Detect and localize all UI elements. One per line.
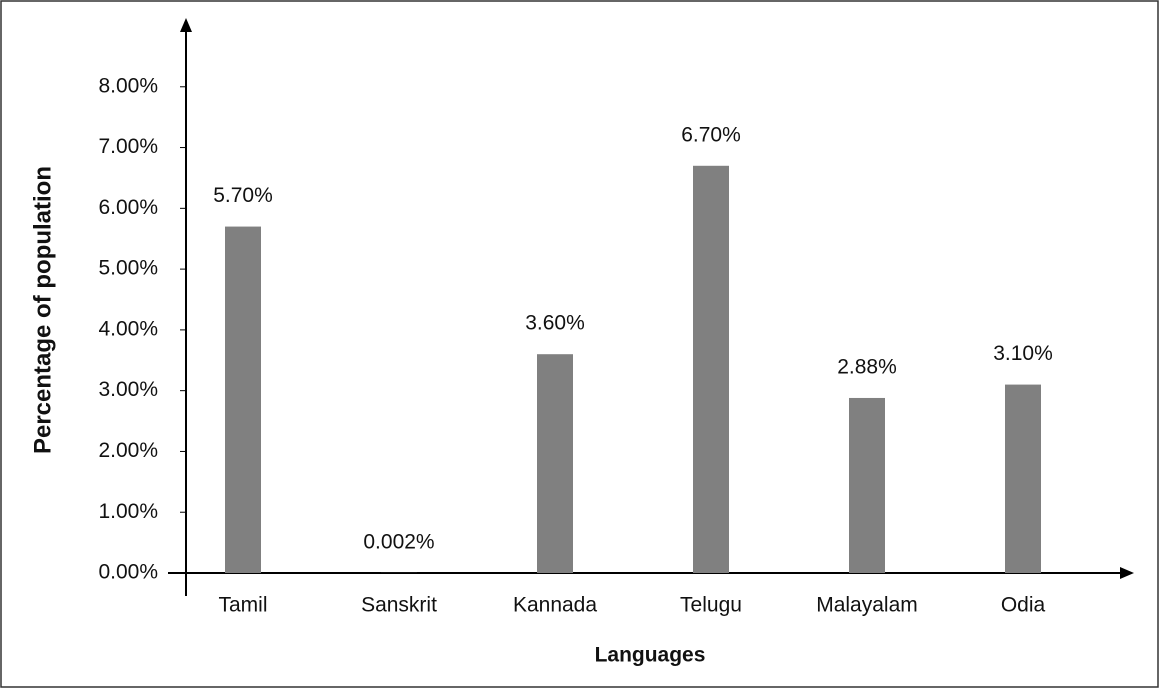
y-tick-label: 6.00%	[98, 196, 158, 219]
bar	[693, 165, 729, 574]
bar	[849, 397, 885, 573]
bar	[1005, 384, 1041, 573]
y-tick-label: 5.00%	[98, 257, 158, 280]
y-tick-label: 4.00%	[98, 317, 158, 340]
y-axis-arrow	[180, 18, 192, 32]
x-tick-label: Odia	[1001, 594, 1046, 617]
y-axis-label: Percentage of population	[29, 166, 56, 454]
x-tick-label: Malayalam	[816, 594, 918, 617]
y-tick-label: 3.00%	[98, 378, 158, 401]
x-tick-label: Sanskrit	[361, 594, 437, 617]
y-tick-label: 1.00%	[98, 500, 158, 523]
value-label: 3.60%	[525, 312, 585, 335]
value-label: 3.10%	[993, 342, 1053, 365]
x-axis-label: Languages	[595, 644, 706, 667]
y-tick-label: 8.00%	[98, 74, 158, 97]
x-axis-arrow	[1120, 567, 1134, 579]
value-label: 0.002%	[363, 530, 434, 553]
value-label: 5.70%	[213, 184, 273, 207]
value-label: 6.70%	[681, 123, 741, 146]
bar	[225, 226, 261, 574]
bar	[537, 354, 573, 573]
x-tick-label: Tamil	[218, 594, 267, 617]
x-tick-label: Telugu	[680, 594, 742, 617]
y-tick-label: 2.00%	[98, 439, 158, 462]
x-tick-label: Kannada	[513, 594, 597, 617]
y-tick-label: 0.00%	[98, 561, 158, 584]
value-label: 2.88%	[837, 356, 897, 379]
y-tick-label: 7.00%	[98, 135, 158, 158]
